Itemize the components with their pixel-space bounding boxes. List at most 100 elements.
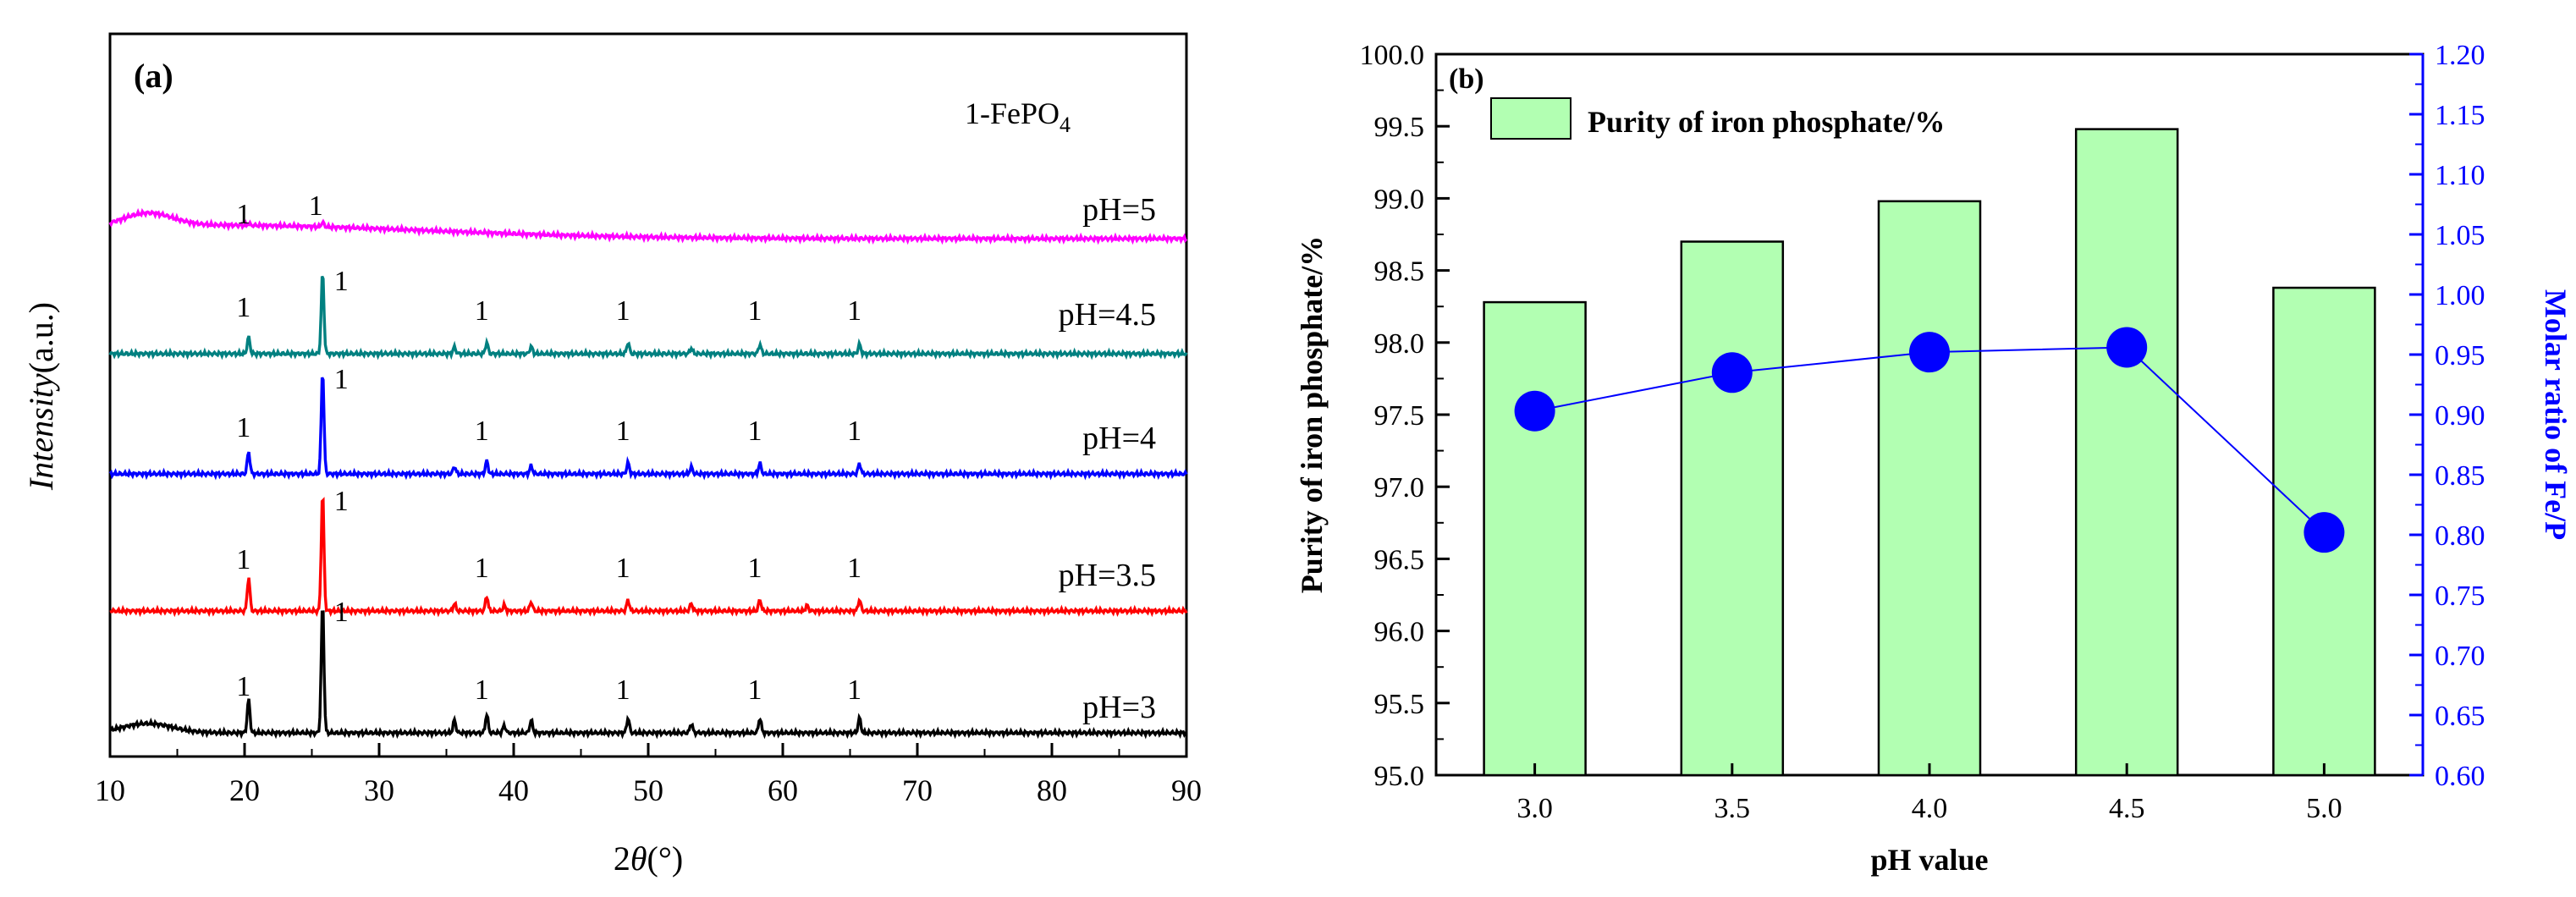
x-tick-label: 90 (1171, 773, 1202, 807)
panel-a-frame (108, 32, 1188, 758)
peak-label: 1 (236, 671, 250, 702)
purity-bar-3.0 (1483, 300, 1587, 777)
peak-label: 1 (475, 295, 489, 327)
y2-tick-label: 1.20 (2435, 40, 2485, 71)
ratio-point-3.0 (1514, 390, 1555, 432)
xrd-pattern-pH=5 (108, 207, 1188, 245)
peak-label: 1 (616, 295, 630, 327)
series-label: pH=4 (1082, 421, 1156, 456)
purity-bar-4.0 (1877, 200, 1982, 777)
panel-b-left-y-axis-label: Purity of iron phosphate/% (1295, 236, 1329, 593)
peak-label: 1 (334, 486, 349, 517)
x-tick-label: 70 (902, 773, 933, 807)
y2-tick-label: 1.00 (2435, 280, 2485, 311)
x-tick-label: 80 (1037, 773, 1067, 807)
panel-b-x-axis: 3.0 3.5 4.0 4.5 5.0 (1516, 763, 2342, 824)
x-tick-label: 20 (229, 773, 260, 807)
panel-a-label: (a) (134, 57, 173, 95)
ratio-point-4.5 (2106, 327, 2148, 368)
x-tick-label: 4.5 (2109, 793, 2145, 824)
y-tick-label: 96.5 (1374, 544, 1425, 575)
xrd-pattern-pH=4.5 (108, 275, 1188, 360)
panel-b-right-y-axis-label: Molar ratio of Fe/P (2539, 289, 2573, 540)
y-tick-label: 99.5 (1374, 112, 1425, 143)
y2-tick-label: 0.70 (2435, 641, 2485, 672)
y-tick-label: 95.5 (1374, 689, 1425, 720)
peak-label: 1 (747, 295, 762, 327)
peak-label: 1 (616, 674, 630, 706)
peak-label: 1 (847, 553, 861, 584)
xrd-pattern-pH=3 (108, 610, 1188, 740)
ratio-point-4.0 (1909, 332, 1950, 373)
y-tick-label: 96.0 (1374, 617, 1425, 648)
panel-a-series-group: pH=5 1 1 pH=4.5 1 1 1 1 1 1 pH=4 1 1 1 1 1 1 pH=3.5 1 1 1 1 1 1… (108, 190, 1188, 740)
legend-label: Purity of iron phosphate/% (1588, 105, 1945, 139)
purity-bar-3.5 (1680, 240, 1785, 777)
panel-a-title: 1-FePO4 (965, 96, 1071, 137)
y-tick-label: 95.0 (1374, 761, 1425, 792)
legend-swatch (1490, 97, 1571, 140)
peak-label: 1 (334, 597, 349, 628)
y2-tick-label: 1.05 (2435, 220, 2485, 251)
series-label: pH=4.5 (1059, 297, 1156, 333)
y-tick-label: 97.5 (1374, 400, 1425, 432)
panel-b-left-y-axis: 95.0 95.5 96.0 96.5 97.0 97.5 98.0 98.5 99.0 99.5… (1360, 40, 1450, 792)
peak-label: 1 (334, 364, 349, 395)
peak-label: 1 (747, 553, 762, 584)
peak-label: 1 (616, 415, 630, 447)
y-tick-label: 98.5 (1374, 256, 1425, 288)
y2-tick-label: 0.90 (2435, 400, 2485, 432)
peak-label: 1 (236, 412, 250, 443)
peak-label: 1 (475, 415, 489, 447)
y-tick-label: 99.0 (1374, 184, 1425, 215)
ratio-point-5.0 (2304, 512, 2345, 553)
peak-label: 1 (475, 553, 489, 584)
ratio-point-3.5 (1711, 352, 1753, 393)
x-tick-label: 3.5 (1715, 793, 1751, 824)
peak-label: 1 (847, 295, 861, 327)
y2-tick-label: 0.80 (2435, 520, 2485, 552)
series-label: pH=3.5 (1059, 558, 1156, 593)
series-label: pH=3 (1082, 690, 1156, 725)
y2-tick-label: 0.60 (2435, 761, 2485, 792)
y-tick-label: 98.0 (1374, 328, 1425, 360)
y2-tick-label: 0.85 (2435, 460, 2485, 492)
x-tick-label: 10 (95, 773, 125, 807)
x-tick-label: 40 (498, 773, 529, 807)
x-tick-label: 5.0 (2306, 793, 2342, 824)
xrd-pattern-pH=4 (108, 377, 1188, 481)
y2-tick-label: 1.15 (2435, 100, 2485, 131)
panel-b-right-y-axis: 0.60 0.65 0.70 0.75 0.80 0.85 0.90 0.95 1.00 1.05… (2409, 40, 2485, 792)
x-tick-label: 60 (768, 773, 798, 807)
x-tick-label: 4.0 (1912, 793, 1948, 824)
peak-label: 1 (236, 544, 250, 575)
peak-label: 1 (236, 292, 250, 323)
y2-tick-label: 0.95 (2435, 340, 2485, 371)
x-tick-label: 50 (633, 773, 663, 807)
peak-label: 1 (616, 553, 630, 584)
panel-b-bars (1483, 128, 2376, 777)
y-tick-label: 97.0 (1374, 472, 1425, 504)
peak-label: 1 (334, 266, 349, 297)
panel-b-x-axis-label: pH value (1870, 843, 1988, 877)
panel-b-legend: Purity of iron phosphate/% (1490, 97, 1945, 140)
peak-label: 1 (236, 199, 250, 230)
x-tick-label: 30 (364, 773, 394, 807)
y2-tick-label: 1.10 (2435, 160, 2485, 191)
panel-b-ratio-series (1514, 327, 2345, 553)
peak-label: 1 (747, 674, 762, 706)
peak-label: 1 (475, 674, 489, 706)
x-tick-label: 3.0 (1516, 793, 1553, 824)
y2-tick-label: 0.75 (2435, 581, 2485, 612)
peak-label: 1 (309, 190, 323, 222)
y2-tick-label: 0.65 (2435, 701, 2485, 732)
panel-a-y-axis-label: Intensity(a.u.) (22, 302, 60, 491)
xrd-pattern-pH=3.5 (109, 497, 1188, 618)
peak-label: 1 (847, 674, 861, 706)
panel-a-x-axis-label: 2θ(°) (614, 839, 683, 878)
panel-b-purity-chart: (b) 95.0 95.5 96.0 96.5 97.0 97.5 98.0 98.5 99.0… (1295, 40, 2573, 877)
peak-label: 1 (847, 415, 861, 447)
purity-bar-4.5 (2074, 128, 2179, 777)
panel-b-label: (b) (1449, 63, 1484, 95)
